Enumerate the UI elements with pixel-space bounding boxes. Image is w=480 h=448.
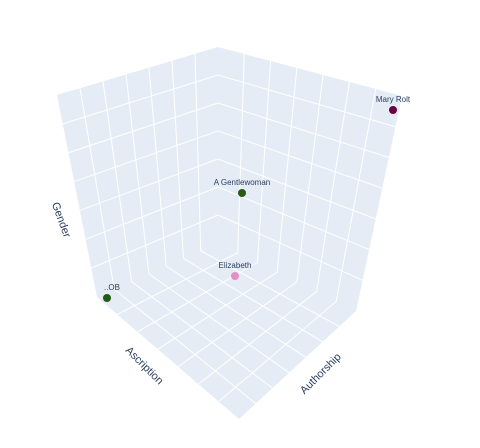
data-points: Mary Rolt A Gentlewoman Elizabeth ..OB — [103, 95, 411, 302]
gridline-rightwall-h — [217, 214, 363, 281]
data-point-label-3: ..OB — [104, 283, 120, 292]
gridline-rightwall-v — [276, 67, 298, 273]
gridline-leftwall-h — [85, 186, 219, 240]
gridline-leftwall-v — [171, 60, 184, 259]
x-axis-label: Ascription — [123, 345, 166, 388]
axis-panes — [57, 47, 402, 419]
data-point-0[interactable] — [389, 106, 397, 114]
gridline-floor-a — [157, 271, 278, 350]
gridline-rightwall-h — [217, 130, 383, 189]
gridline-floor-b — [131, 281, 273, 389]
data-point-3[interactable] — [103, 294, 111, 302]
gridline-leftwall-h — [62, 74, 219, 125]
gridline-rightwall-v — [335, 88, 377, 302]
data-point-2[interactable] — [231, 272, 239, 280]
gridline-floor-b — [148, 273, 290, 374]
gridline-leftwall-h — [73, 130, 219, 183]
gridline-rightwall-v — [316, 81, 350, 292]
gridline-leftwall-h — [91, 214, 219, 269]
gridline-rightwall-v — [237, 53, 245, 253]
gridline-rightwall-v — [256, 60, 272, 263]
grid-lines — [62, 53, 396, 404]
gridline-floor-b — [165, 265, 307, 358]
data-point-label-0: Mary Rolt — [376, 95, 411, 104]
gridline-leftwall-v — [125, 74, 150, 274]
data-point-1[interactable] — [238, 189, 246, 197]
gridline-floor-a — [177, 281, 298, 368]
floor-pane — [97, 243, 356, 419]
z-axis-label: Gender — [49, 201, 73, 240]
gridline-rightwall-h — [217, 186, 370, 251]
gridline-leftwall-h — [79, 158, 219, 211]
gridline-rightwall-h — [217, 74, 396, 128]
gridline-floor-a — [218, 300, 337, 402]
gridline-leftwall-v — [194, 53, 202, 251]
gridline-floor-a — [117, 252, 238, 315]
gridline-rightwall-h — [217, 102, 390, 158]
gridline-floor-b — [183, 257, 323, 343]
gridline-floor-b — [113, 288, 257, 404]
gridline-leftwall-v — [148, 67, 167, 267]
data-point-label-2: Elizabeth — [219, 261, 252, 270]
gridline-floor-a — [198, 291, 317, 385]
data-point-label-1: A Gentlewoman — [214, 178, 270, 187]
gridline-rightwall-v — [296, 74, 324, 282]
gridline-floor-b — [200, 250, 340, 327]
gridline-leftwall-v — [102, 81, 133, 282]
gridline-leftwall-h — [68, 102, 219, 154]
gridline-rightwall-h — [217, 158, 376, 220]
gridline-leftwall-v — [79, 88, 115, 290]
